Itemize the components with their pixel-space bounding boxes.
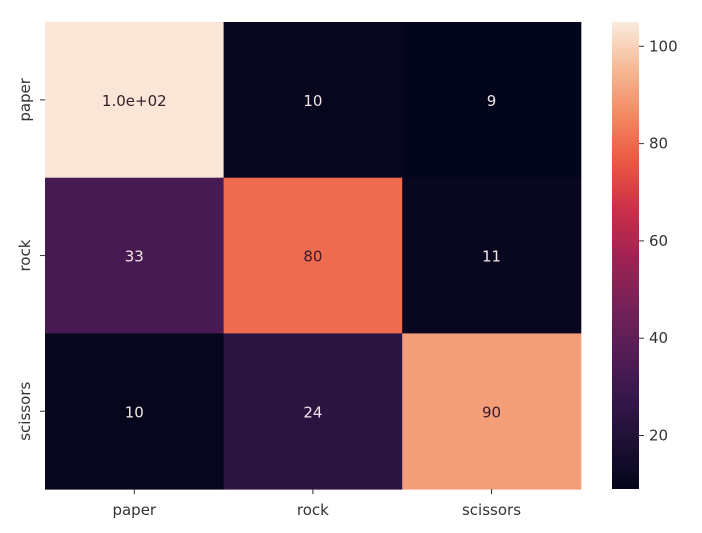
- cell-label: 1.0e+02: [102, 92, 167, 110]
- cell-label: 24: [303, 403, 322, 421]
- colorbar: [612, 22, 639, 489]
- y-tick-label-paper: paper: [16, 77, 34, 121]
- y-tick-label-rock: rock: [16, 239, 34, 271]
- heatmap-cell-scissors-rock: [223, 333, 403, 490]
- heatmap-cell-scissors-scissors: [402, 333, 582, 490]
- cell-label: 90: [482, 403, 501, 421]
- heatmap-cell-scissors-paper: [45, 333, 225, 490]
- heatmap-cell-labels: 1.0e+02 10 9 33 80 11 10 24 90: [102, 92, 501, 421]
- heatmap-cell-rock-rock: [223, 177, 403, 334]
- x-tick-label-paper: paper: [112, 501, 156, 519]
- colorbar-tick-label: 80: [649, 135, 668, 153]
- colorbar-tick-label: 60: [649, 232, 668, 250]
- heatmap-cell-rock-scissors: [402, 177, 582, 334]
- cell-label: 10: [303, 92, 322, 110]
- heatmap-cell-paper-rock: [223, 22, 403, 179]
- cell-label: 10: [125, 403, 144, 421]
- x-tick-label-rock: rock: [297, 501, 329, 519]
- heatmap-cell-paper-scissors: [402, 22, 582, 179]
- colorbar-tick-label: 20: [649, 426, 668, 444]
- cell-label: 9: [487, 92, 497, 110]
- heatmap-cell-rock-paper: [45, 177, 225, 334]
- x-axis-ticks: paper rock scissors: [112, 489, 521, 519]
- heatmap-cell-paper-paper: [45, 22, 225, 179]
- cell-label: 80: [303, 248, 322, 266]
- x-tick-label-scissors: scissors: [462, 501, 521, 519]
- heatmap-cells: [45, 22, 582, 490]
- cell-label: 33: [125, 248, 144, 266]
- colorbar-tick-label: 40: [649, 329, 668, 347]
- y-axis-ticks: paper rock scissors: [16, 77, 45, 441]
- colorbar-tick-label: 100: [649, 37, 678, 55]
- y-tick-label-scissors: scissors: [16, 382, 34, 441]
- cell-label: 11: [482, 248, 501, 266]
- colorbar-ticks: 20 40 60 80 100: [639, 37, 678, 444]
